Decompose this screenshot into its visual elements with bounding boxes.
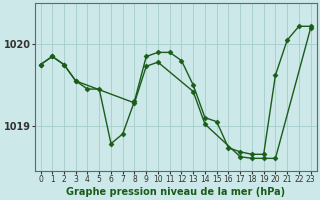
X-axis label: Graphe pression niveau de la mer (hPa): Graphe pression niveau de la mer (hPa)	[66, 187, 285, 197]
